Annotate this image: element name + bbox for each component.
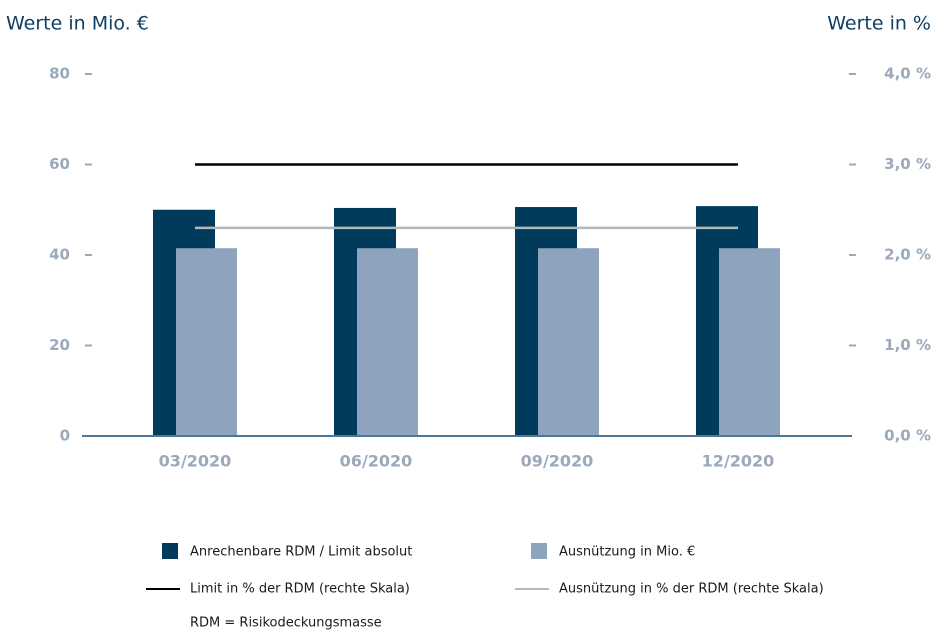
x-tick-label: 12/2020 (702, 452, 775, 471)
legend: Anrechenbare RDM / Limit absolut Ausnütz… (146, 543, 824, 631)
x-tick-label: 09/2020 (521, 452, 594, 471)
bar (538, 248, 599, 436)
legend-label: Ausnützung in % der RDM (rechte Skala) (559, 582, 824, 597)
bar (357, 248, 418, 436)
x-tick-label: 03/2020 (159, 452, 232, 471)
y-axis-title: Werte in Mio. € (6, 13, 149, 35)
x-tick-label: 06/2020 (340, 452, 413, 471)
y2-tick-label: 1,0 % (884, 336, 931, 354)
legend-label: Ausnützung in Mio. € (559, 545, 695, 560)
y2-tick-label: 3,0 % (884, 155, 931, 173)
y2-tick-label: 2,0 % (884, 246, 931, 264)
y-tick-label: 20 (49, 336, 70, 354)
y-tick-label: 0 (60, 427, 70, 445)
legend-label: Limit in % der RDM (rechte Skala) (190, 582, 410, 597)
y2-tick-label: 0,0 % (884, 427, 931, 445)
y-tick-label: 40 (49, 246, 70, 264)
y-tick-label: 80 (49, 65, 70, 83)
y-tick-label: 60 (49, 155, 70, 173)
legend-swatch (531, 543, 547, 559)
y2-tick-label: 4,0 % (884, 65, 931, 83)
y2-axis-title: Werte in % (827, 13, 931, 35)
legend-swatch (162, 543, 178, 559)
note: RDM = Risikodeckungsmasse (190, 616, 382, 631)
legend-label: Anrechenbare RDM / Limit absolut (190, 545, 412, 560)
bar (719, 248, 780, 436)
bar (176, 248, 237, 436)
